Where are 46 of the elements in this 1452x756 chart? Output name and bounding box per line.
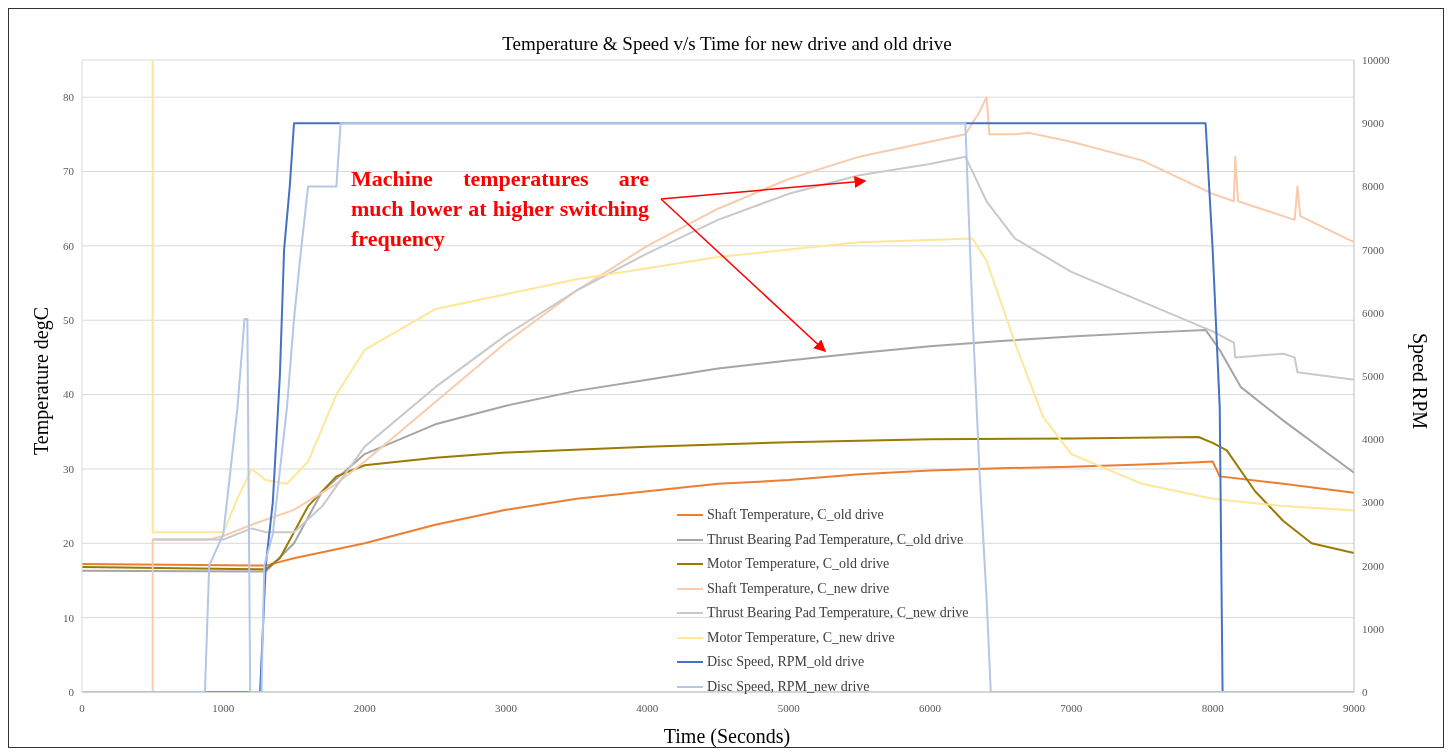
x-tick-label: 2000 (353, 702, 377, 714)
annotation: Machine temperatures are much lower at higher switching frequency (351, 165, 649, 253)
y-tick-label: 0 (68, 685, 75, 698)
chart-title: Temperature & Speed v/s Time for new drive and old drive (501, 33, 953, 55)
legend-label: Thrust Bearing Pad Temperature, C_new drive (707, 604, 969, 622)
y2-tick-label: 10000 (1362, 53, 1390, 66)
x-tick-label: 0 (79, 702, 86, 714)
y-tick-label: 20 (63, 537, 75, 550)
x-tick-label: 7000 (1060, 702, 1083, 714)
x-tick-label: 1000 (212, 702, 235, 714)
y-axis-title: Temperature degC (29, 307, 53, 455)
y-tick-label: 80 (63, 91, 75, 104)
legend-label: Disc Speed, RPM_old drive (707, 653, 865, 671)
x-tick-label: 4000 (636, 702, 659, 714)
legend-label: Disc Speed, RPM_new drive (707, 677, 870, 696)
y2-tick-label: 3000 (1362, 496, 1385, 509)
y2-tick-label: 1000 (1362, 622, 1385, 635)
y2-tick-label: 0 (1362, 685, 1368, 698)
y2-tick-label: 9000 (1362, 117, 1385, 130)
y-tick-label: 60 (63, 239, 75, 252)
legend-label: Motor Temperature, C_new drive (707, 628, 895, 647)
x-tick-label: 6000 (919, 702, 942, 714)
x-axis-title: Time (Seconds) (662, 725, 792, 748)
x-tick-label: 5000 (777, 702, 801, 714)
legend-label: Shaft Temperature, C_new drive (707, 579, 890, 598)
y2-tick-label: 8000 (1362, 180, 1385, 193)
y-tick-label: 40 (63, 388, 75, 401)
legend-label: Motor Temperature, C_old drive (707, 555, 890, 573)
y-tick-label: 50 (63, 314, 75, 327)
legend-label: Shaft Temperature, C_old drive (707, 506, 884, 524)
y2-tick-label: 5000 (1362, 369, 1385, 382)
x-tick-label: 9000 (1343, 702, 1366, 714)
y-tick-label: 10 (63, 611, 75, 624)
y-tick-label: 30 (63, 462, 75, 475)
y2-tick-label: 6000 (1362, 306, 1385, 319)
legend-label: Thrust Bearing Pad Temperature, C_old drive (707, 530, 964, 549)
y2-tick-label: 2000 (1362, 559, 1385, 572)
y2-axis-title: Speed RPM (1407, 332, 1431, 430)
y2-tick-label: 4000 (1362, 433, 1385, 446)
y-tick-label: 70 (63, 165, 75, 178)
y2-tick-label: 7000 (1362, 243, 1385, 256)
line-series (82, 435, 1354, 571)
x-tick-label: 8000 (1201, 702, 1225, 714)
line-series (151, 60, 1354, 534)
x-tick-label: 3000 (495, 702, 518, 714)
line-series (82, 328, 1354, 573)
